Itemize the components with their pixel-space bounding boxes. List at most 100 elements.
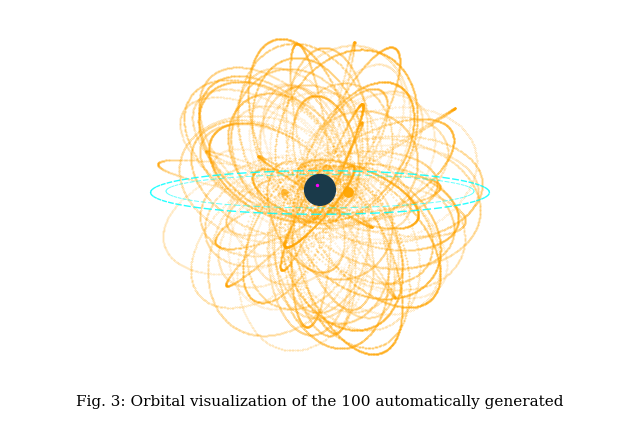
Point <box>355 59 365 66</box>
Point <box>422 202 432 209</box>
Point <box>227 301 237 308</box>
Point <box>331 244 341 251</box>
Point <box>305 0 316 7</box>
Point <box>330 297 340 304</box>
Point <box>390 179 401 186</box>
Point <box>380 277 390 284</box>
Point <box>504 112 514 119</box>
Point <box>448 240 458 247</box>
Point <box>479 22 490 29</box>
Point <box>136 175 146 182</box>
Point <box>460 294 470 301</box>
Point <box>259 143 269 150</box>
Point <box>269 362 280 369</box>
Point <box>248 310 259 316</box>
Point <box>150 225 160 232</box>
Point <box>228 143 239 150</box>
Point <box>331 85 341 92</box>
Point <box>445 181 456 188</box>
Point <box>352 214 362 221</box>
Point <box>145 52 155 59</box>
Point <box>376 41 386 47</box>
Point <box>432 73 442 80</box>
Point <box>285 357 295 364</box>
Point <box>141 186 151 192</box>
Point <box>149 10 159 17</box>
Point <box>381 376 392 383</box>
Point <box>472 308 483 314</box>
Point <box>326 139 337 146</box>
Point <box>485 157 495 163</box>
Point <box>192 99 202 106</box>
Point <box>196 206 207 213</box>
Point <box>408 354 418 361</box>
Point <box>237 204 248 211</box>
Point <box>160 266 170 273</box>
Point <box>221 192 231 199</box>
Point <box>205 272 215 279</box>
Point <box>435 197 445 204</box>
Point <box>507 169 517 176</box>
Point <box>242 250 252 257</box>
Point <box>241 74 252 81</box>
Point <box>386 257 396 264</box>
Point <box>397 162 407 168</box>
Point <box>143 304 153 311</box>
Point <box>184 220 195 227</box>
Point <box>282 38 292 44</box>
Point <box>228 101 239 107</box>
Point <box>262 352 272 358</box>
Point <box>381 14 392 20</box>
Point <box>375 245 385 252</box>
Point <box>164 63 175 70</box>
Point <box>494 187 504 194</box>
Point <box>282 343 292 350</box>
Point <box>252 161 262 168</box>
Point <box>449 109 459 115</box>
Point <box>285 239 296 246</box>
Point <box>502 286 512 293</box>
Point <box>312 182 323 189</box>
Point <box>143 2 153 9</box>
Point <box>255 373 265 380</box>
Point <box>299 21 309 28</box>
Point <box>471 302 481 309</box>
Point <box>415 236 426 242</box>
Point <box>324 363 334 370</box>
Point <box>247 344 257 351</box>
Circle shape <box>305 175 335 205</box>
Point <box>466 223 476 230</box>
Point <box>287 285 297 291</box>
Point <box>316 39 326 46</box>
Point <box>442 29 452 36</box>
Point <box>169 334 179 341</box>
Point <box>466 327 476 333</box>
Point <box>385 194 396 201</box>
Point <box>472 27 483 33</box>
Point <box>503 31 513 38</box>
Point <box>330 232 340 239</box>
Point <box>444 22 454 29</box>
Point <box>412 311 422 318</box>
Point <box>186 12 196 19</box>
Point <box>222 360 232 367</box>
Point <box>266 148 276 155</box>
Point <box>306 246 316 253</box>
Point <box>399 55 410 62</box>
Point <box>192 222 202 229</box>
Point <box>405 243 415 250</box>
Point <box>332 143 342 150</box>
Point <box>371 123 381 129</box>
Point <box>140 32 150 38</box>
Point <box>143 113 153 120</box>
Point <box>474 282 484 288</box>
Point <box>228 239 239 245</box>
Point <box>343 189 353 196</box>
Point <box>147 83 157 90</box>
Point <box>138 74 148 81</box>
Point <box>499 4 509 11</box>
Point <box>405 162 415 168</box>
Point <box>324 303 334 310</box>
Point <box>180 378 190 385</box>
Point <box>276 266 286 272</box>
